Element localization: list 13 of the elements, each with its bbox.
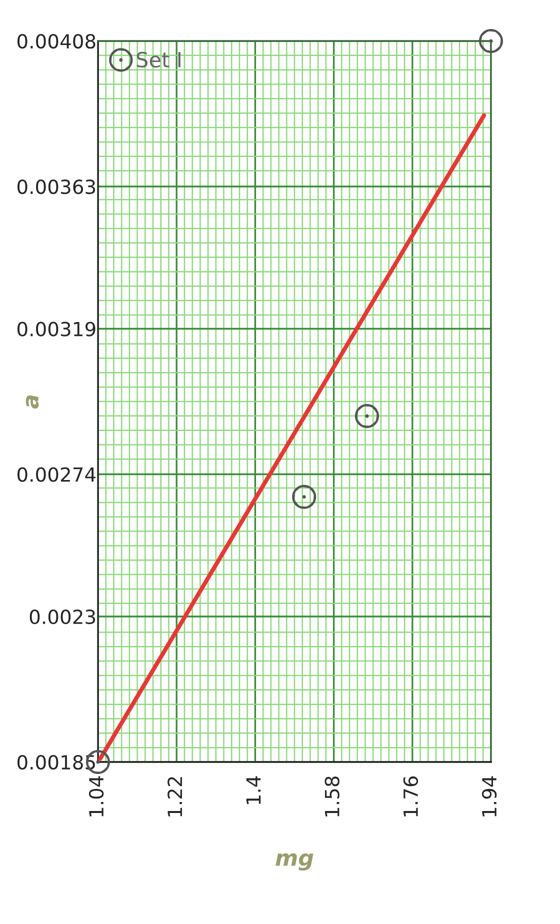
y-tick-label: 0.00408 (17, 34, 96, 49)
y-tick-label: 0.00319 (17, 322, 96, 336)
y-tick-label: 0.0023 (30, 609, 96, 624)
y-tick-label: 0.00274 (17, 467, 96, 482)
x-tick-label: 1.58 (324, 776, 340, 816)
x-tick-label: 1.22 (168, 777, 182, 816)
x-tick-label: 1.94 (482, 776, 497, 816)
y-axis-title: a (26, 395, 39, 409)
x-tick-label: 1.04 (88, 776, 104, 816)
x-axis-title: mg (276, 853, 314, 871)
x-tick-label: 1.4 (246, 776, 261, 804)
x-tick-label: 1.76 (403, 776, 418, 816)
y-tick-label: 0.00363 (17, 179, 96, 194)
